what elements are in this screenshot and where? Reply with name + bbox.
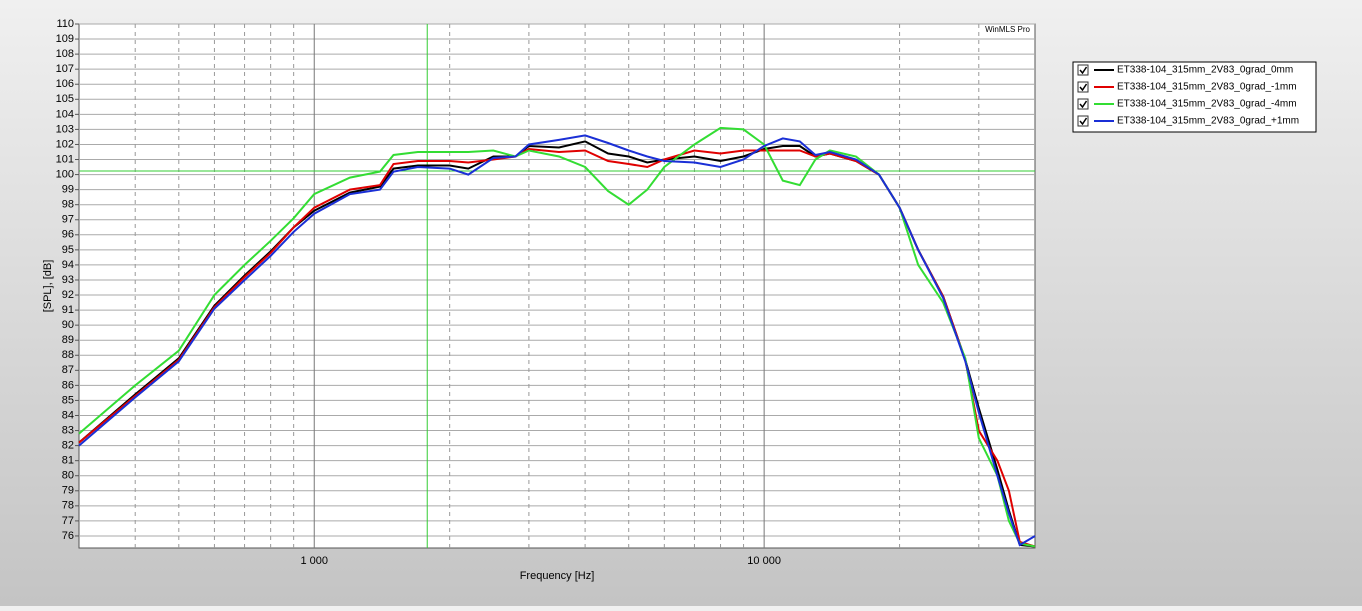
legend-label[interactable]: ET338-104_315mm_2V83_0grad_-1mm [1117,82,1297,93]
y-tick-label: 97 [62,214,74,226]
y-tick-label: 87 [62,364,74,376]
y-tick-label: 102 [56,138,74,150]
y-tick-label: 80 [62,470,74,482]
y-tick-label: 93 [62,274,74,286]
y-tick-label: 100 [56,168,74,180]
y-tick-label: 107 [56,63,74,75]
grid [75,23,1035,548]
y-tick-label: 99 [62,184,74,196]
lines [78,24,1036,548]
checkmark [1079,117,1088,126]
y-tick-label: 85 [62,394,74,406]
legend-checkbox[interactable] [1077,81,1089,93]
y-tick-label: 92 [62,289,74,301]
legend-label[interactable]: ET338-104_315mm_2V83_0grad_+1mm [1117,116,1299,127]
watermark: WinMLS Pro [985,25,1030,34]
y-tick-label: 83 [62,424,74,436]
series-line [78,126,1036,548]
series-line [78,134,1036,547]
y-tick-label: 76 [62,530,74,542]
checkmark [1079,83,1088,92]
y-tick-label: 103 [56,123,74,135]
y-tick-label: 81 [62,455,74,467]
y-tick-label: 86 [62,379,74,391]
y-tick-label: 90 [62,319,74,331]
y-axis-label: [SPL], [dB] [42,260,54,313]
y-tick-label: 94 [62,259,74,271]
y-tick-label: 96 [62,229,74,241]
checkmark [1079,100,1088,109]
y-tick-label: 109 [56,33,74,45]
y-tick-label: 106 [56,78,74,90]
y-tick-label: 91 [62,304,74,316]
x-tick-label: 10 000 [747,555,781,567]
y-tick-label: 104 [56,108,74,120]
checkmark [1079,66,1088,75]
y-tick-label: 82 [62,440,74,452]
y-tick-label: 89 [62,334,74,346]
legend-label[interactable]: ET338-104_315mm_2V83_0grad_0mm [1117,65,1293,76]
y-tick-label: 84 [62,409,74,421]
y-tick-label: 101 [56,153,74,165]
y-tick-label: 79 [62,485,74,497]
legend-label[interactable]: ET338-104_315mm_2V83_0grad_-4mm [1117,99,1297,110]
y-tick-label: 110 [56,18,74,30]
y-tick-label: 105 [56,93,74,105]
y-tick-label: 108 [56,48,74,60]
y-tick-label: 98 [62,199,74,211]
x-tick-label: 1 000 [300,555,328,567]
y-tick-label: 95 [62,244,74,256]
legend-checkbox[interactable] [1077,64,1089,76]
y-tick-label: 77 [62,515,74,527]
legend-checkbox[interactable] [1077,115,1089,127]
legend-entries: ET338-104_315mm_2V83_0grad_0mm ET338-104_… [1077,64,1299,127]
x-axis-label: Frequency [Hz] [520,570,595,582]
y-tick-label: 78 [62,500,74,512]
legend-checkbox[interactable] [1077,98,1089,110]
y-tick-label: 88 [62,349,74,361]
